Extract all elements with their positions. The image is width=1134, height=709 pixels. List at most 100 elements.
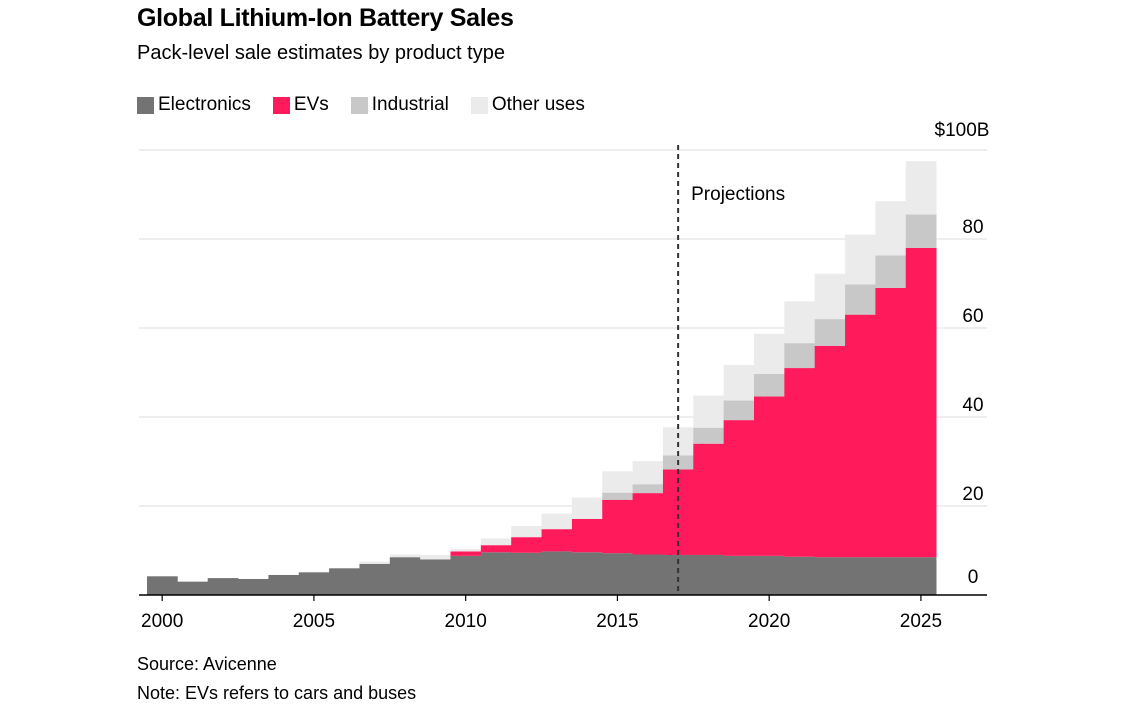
bar-electronics-2021	[784, 556, 816, 595]
bar-industrial-2015	[602, 492, 633, 500]
bar-electronics-2012	[511, 552, 542, 595]
bar-other-uses-2015	[602, 471, 633, 493]
x-axis: 2000 2005 2010 2015 2020 2025	[139, 594, 987, 632]
bar-industrial-2024	[875, 255, 907, 288]
legend-label-industrial: Industrial	[371, 94, 449, 115]
bar-evs-2020	[754, 396, 785, 556]
y-tick-label: 60	[962, 306, 983, 327]
y-tick-label: 0	[968, 567, 979, 588]
bar-other-uses-2012	[511, 526, 542, 538]
bar-industrial-2023	[845, 284, 876, 315]
bar-electronics-2014	[571, 552, 603, 595]
overlay: Projections	[677, 145, 785, 595]
bar-electronics-2002	[207, 578, 239, 595]
chart-subtitle: Pack-level sale estimates by product typ…	[137, 42, 505, 64]
legend-item-evs: EVs	[272, 94, 329, 116]
bar-industrial-2016	[632, 484, 664, 494]
bar-electronics-2019	[723, 555, 755, 595]
bar-electronics-2000	[147, 576, 178, 595]
x-tick-label: 2020	[748, 611, 790, 632]
bar-other-uses-2011	[480, 538, 512, 546]
y-tick-label: 40	[962, 395, 983, 416]
legend-swatch-evs	[272, 96, 290, 114]
x-tick-label: 2025	[900, 611, 942, 632]
bar-other-uses-2017	[662, 427, 694, 456]
bar-industrial-2025	[905, 214, 937, 248]
bar-other-uses-2020	[754, 333, 785, 374]
bar-electronics-2005	[298, 572, 330, 595]
bar-electronics-2007	[359, 563, 391, 595]
bar-electronics-2025	[905, 557, 937, 595]
bar-other-uses-2021	[784, 301, 816, 344]
bar-electronics-2008	[389, 557, 421, 595]
bar-electronics-2018	[693, 554, 725, 595]
x-tick-label: 2000	[141, 611, 183, 632]
y-tick-label: $100B	[935, 120, 990, 141]
bar-evs-2010	[450, 551, 482, 556]
bar-evs-2011	[480, 545, 512, 553]
legend-label-electronics: Electronics	[158, 94, 251, 115]
bar-electronics-2024	[875, 557, 907, 595]
bar-other-uses-2008	[389, 554, 421, 558]
bar-evs-2012	[511, 537, 542, 553]
bar-electronics-2016	[632, 554, 664, 595]
legend-swatch-industrial	[350, 96, 368, 114]
legend-swatch-electronics	[137, 96, 154, 114]
bar-other-uses-2013	[541, 513, 573, 530]
chart-title: Global Lithium-Ion Battery Sales	[137, 4, 514, 32]
bar-other-uses-2023	[845, 234, 876, 285]
legend-swatch-other-uses	[470, 96, 488, 114]
bar-other-uses-2018	[693, 395, 725, 428]
bar-other-uses-2022	[814, 273, 846, 320]
bar-evs-2023	[845, 314, 876, 558]
x-tick-label: 2015	[596, 611, 638, 632]
bar-evs-2024	[875, 287, 907, 558]
bar-evs-2018	[693, 443, 725, 555]
bar-evs-2013	[541, 529, 573, 552]
bar-electronics-2020	[754, 555, 785, 595]
bar-evs-2019	[723, 420, 755, 556]
bar-electronics-2004	[268, 574, 300, 595]
bar-other-uses-2010	[450, 548, 482, 552]
x-tick-label: 2005	[293, 611, 335, 632]
bar-electronics-2011	[480, 552, 512, 595]
legend-item-industrial: Industrial	[350, 94, 449, 116]
bar-electronics-2009	[420, 559, 451, 595]
bar-other-uses-2024	[875, 201, 907, 256]
bar-other-uses-2016	[632, 461, 664, 485]
bar-electronics-2023	[845, 557, 876, 595]
bar-electronics-2022	[814, 557, 846, 595]
bar-evs-2014	[571, 518, 603, 553]
bar-electronics-2001	[177, 581, 209, 595]
y-tick-label: 80	[962, 217, 983, 238]
legend-item-electronics: Electronics	[137, 94, 251, 116]
bar-other-uses-2014	[571, 497, 603, 519]
projections-label: Projections	[691, 184, 785, 205]
bar-other-uses-2025	[905, 161, 937, 215]
legend-item-other-uses: Other uses	[470, 94, 585, 116]
bar-electronics-2013	[541, 551, 573, 595]
bar-other-uses-2019	[723, 364, 755, 401]
bar-evs-2017	[662, 469, 694, 555]
footnote: Note: EVs refers to cars and buses	[137, 683, 417, 703]
bar-electronics-2006	[329, 568, 360, 595]
bar-electronics-2015	[602, 553, 633, 595]
bars	[147, 161, 937, 595]
legend: Electronics EVs Industrial Other uses	[137, 94, 607, 116]
bar-industrial-2020	[754, 373, 785, 397]
y-axis: 0 20 40 60 80 $100B	[935, 120, 990, 588]
bar-other-uses-2007	[359, 561, 391, 564]
bar-evs-2016	[632, 493, 664, 555]
bar-evs-2021	[784, 368, 816, 557]
bar-industrial-2022	[814, 319, 846, 346]
bar-evs-2015	[602, 499, 633, 554]
legend-label-other-uses: Other uses	[491, 94, 585, 115]
bar-electronics-2003	[238, 578, 269, 595]
bar-electronics-2010	[450, 555, 482, 595]
bar-evs-2022	[814, 345, 846, 558]
legend-label-evs: EVs	[293, 94, 329, 115]
bar-industrial-2018	[693, 427, 725, 444]
y-tick-label: 20	[962, 484, 983, 505]
x-tick-label: 2010	[445, 611, 487, 632]
